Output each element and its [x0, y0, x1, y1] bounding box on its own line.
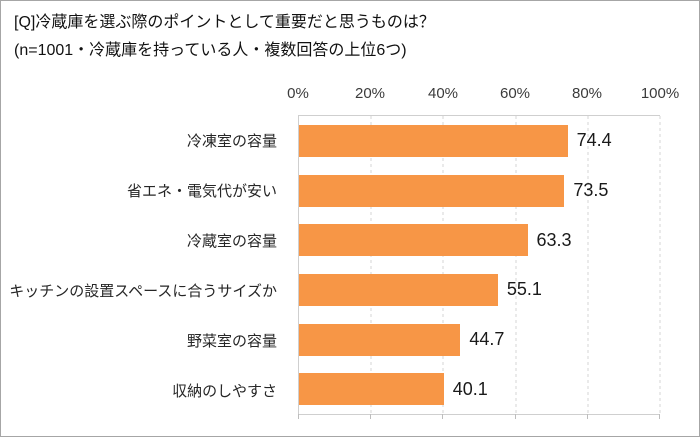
x-axis-tick-label: 0% [287, 85, 309, 102]
x-axis-tick-label: 80% [571, 85, 603, 102]
value-label: 44.7 [469, 329, 505, 350]
chart-subtitle: (n=1001・冷蔵庫を持っている人・複数回答の上位6つ) [14, 42, 407, 59]
chart-title-block: [Q]冷蔵庫を選ぶ際のポイントとして重要だと思うものは？ (n=1001・冷蔵庫… [14, 9, 435, 65]
category-axis: 冷凍室の容量 省エネ・電気代が安い 冷蔵室の容量 キッチンの設置スペースに合うサ… [1, 115, 288, 415]
axis-tick [587, 414, 588, 419]
value-label: 74.4 [576, 130, 612, 151]
value-label: 40.1 [452, 378, 488, 399]
gridline [515, 116, 517, 414]
category-label: 野菜室の容量 [186, 332, 277, 350]
gridline [659, 116, 661, 414]
axis-tick [298, 414, 299, 419]
bar-series: 74.4 73.5 63.3 55.1 44.7 40.1 [299, 116, 660, 414]
x-axis-tick-label: 60% [499, 85, 531, 102]
value-label: 63.3 [536, 229, 572, 250]
bar-row: 63.3 [299, 215, 660, 265]
category-label: 省エネ・電気代が安い [126, 182, 277, 200]
bar-row: 74.4 [299, 116, 660, 166]
bar-row: 44.7 [299, 315, 660, 365]
gridline [442, 116, 444, 414]
bar [299, 124, 568, 157]
bar [299, 224, 528, 257]
axis-tick [515, 414, 516, 419]
value-label: 73.5 [573, 180, 609, 200]
bar [299, 174, 565, 207]
axis-tick [659, 414, 660, 419]
category-label: 収納のしやすさ [172, 382, 277, 400]
axis-tick [370, 414, 371, 419]
category-label: 冷蔵室の容量 [186, 232, 277, 250]
plot-area: 74.4 73.5 63.3 55.1 44.7 40.1 [298, 115, 661, 415]
bar [299, 273, 498, 306]
chart-title: [Q]冷蔵庫を選ぶ際のポイントとして重要だと思うものは？ [14, 14, 435, 31]
x-axis-tick-label: 40% [427, 85, 459, 102]
value-label: 55.1 [506, 279, 542, 300]
bar-row: 55.1 [299, 265, 660, 315]
category-label: 冷凍室の容量 [186, 132, 277, 150]
bar-row: 40.1 [299, 364, 660, 414]
bar [299, 323, 461, 356]
bar-row: 73.5 [299, 166, 660, 216]
x-axis-tick-label: 100% [640, 85, 680, 102]
gridline [587, 116, 589, 414]
x-axis-tick-label: 20% [354, 85, 386, 102]
category-label: キッチンの設置スペースに合うサイズか [9, 282, 277, 300]
bar [299, 373, 444, 406]
axis-tick [442, 414, 443, 419]
gridline [370, 116, 372, 414]
